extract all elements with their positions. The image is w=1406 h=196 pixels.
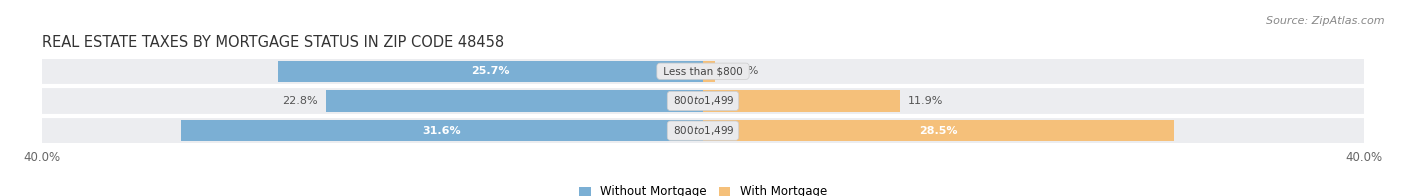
Bar <box>326 90 703 112</box>
Bar <box>703 120 1174 141</box>
Text: REAL ESTATE TAXES BY MORTGAGE STATUS IN ZIP CODE 48458: REAL ESTATE TAXES BY MORTGAGE STATUS IN … <box>42 35 505 50</box>
Text: 22.8%: 22.8% <box>283 96 318 106</box>
Bar <box>278 61 703 82</box>
Bar <box>42 118 1364 143</box>
Text: $800 to $1,499: $800 to $1,499 <box>671 94 735 107</box>
Text: Less than $800: Less than $800 <box>659 66 747 76</box>
Text: 31.6%: 31.6% <box>423 126 461 136</box>
Text: 25.7%: 25.7% <box>471 66 510 76</box>
Text: 11.9%: 11.9% <box>908 96 943 106</box>
Legend: Without Mortgage, With Mortgage: Without Mortgage, With Mortgage <box>579 185 827 196</box>
Bar <box>181 120 703 141</box>
Bar <box>42 88 1364 113</box>
Text: 0.71%: 0.71% <box>723 66 758 76</box>
Text: Source: ZipAtlas.com: Source: ZipAtlas.com <box>1267 16 1385 26</box>
Text: 28.5%: 28.5% <box>920 126 957 136</box>
Bar <box>703 61 714 82</box>
Text: $800 to $1,499: $800 to $1,499 <box>671 124 735 137</box>
Bar <box>703 90 900 112</box>
Bar <box>42 59 1364 84</box>
